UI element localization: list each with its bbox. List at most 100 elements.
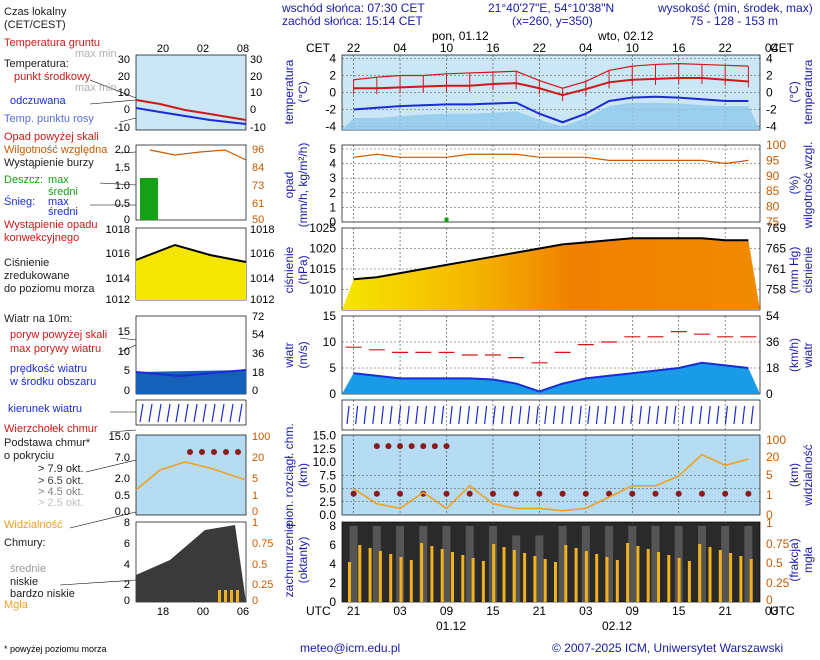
wind-arrow	[398, 405, 402, 425]
leg-cl-low: niskie	[10, 576, 38, 588]
wind-arrow	[355, 405, 359, 425]
leg-temp-tick-r: 20	[250, 71, 262, 83]
base-tick: 7.5	[319, 468, 336, 482]
leg-vis-tick-r: 1	[252, 490, 258, 502]
wind-arrow	[492, 405, 496, 425]
leg-temp-panel	[135, 54, 247, 131]
leg-wind-arrow	[157, 403, 162, 423]
text-labels: 4 42 20 0-2 -2-4 -454321010095908580751025102…	[4, 6, 815, 655]
precip-tick: 1	[329, 200, 336, 214]
cloud-top-dot	[420, 443, 427, 450]
base-tick: 15.0	[313, 429, 337, 443]
fog-bar	[440, 549, 444, 602]
utc-right: UTC	[770, 604, 795, 618]
base-tick: 0.0	[319, 508, 336, 522]
precip-tick: 4	[329, 157, 336, 171]
leg-vis-tick-r: 20	[252, 452, 264, 464]
leg-vis-tick-r: 5	[252, 473, 258, 485]
leg-cov-tick-l: 8	[124, 517, 130, 529]
cloud-base-dot	[722, 490, 729, 497]
fog-bar	[358, 545, 362, 602]
fog-bar	[646, 549, 650, 602]
footer-copyright: © 2007-2025 ICM, Uniwersytet Warszawski	[552, 641, 783, 655]
leg-wind-arrow	[193, 403, 198, 423]
wind-arrow	[656, 405, 660, 425]
leg-wind-dir: kierunek wiatru	[8, 403, 82, 415]
cloud-top-dot	[397, 443, 404, 450]
cover-panel	[341, 521, 761, 603]
fog-bar	[420, 543, 424, 602]
dew-area	[342, 102, 760, 130]
leg-hum-tick-r: 73	[252, 180, 264, 192]
temp-feel-line	[353, 95, 749, 124]
leg-wind-arrow	[211, 403, 216, 423]
wind-arrow	[484, 405, 488, 425]
fog-bar	[718, 550, 722, 602]
wind-arrow	[458, 405, 462, 425]
cover-bar	[372, 526, 381, 602]
leg-max-min2: max min	[75, 82, 117, 94]
leg-wind-tick-l: 0	[124, 385, 130, 397]
leg-wind2-tick-r: 36	[252, 348, 264, 360]
leg-wind-arrow	[175, 403, 180, 423]
temp-axis-unit: (°C)	[296, 81, 310, 102]
cover-bar	[558, 526, 567, 602]
wind-arrow	[518, 405, 522, 425]
leg-snow: Śnieg:	[4, 195, 35, 208]
temp-mid-line	[353, 77, 749, 97]
leg-prec-tick-l: 1.5	[115, 162, 130, 174]
cloud-base-dot	[466, 490, 473, 497]
wind-axis-label-r: wiatr	[801, 342, 815, 368]
base-tick: 12.5	[313, 442, 337, 456]
wind-tick: 10	[323, 335, 337, 349]
fog-bar	[409, 560, 413, 602]
cover-bar	[442, 526, 451, 602]
leg-cloud-base2: o pokryciu	[4, 450, 54, 462]
leg-snow-max: max	[48, 196, 69, 208]
cloud-top-dot	[443, 443, 450, 450]
leg-top-tick: 20	[157, 43, 169, 55]
fog-bar	[533, 556, 537, 602]
top-tick: 04	[765, 41, 779, 55]
wind-arrow	[716, 405, 720, 425]
fog-bar	[729, 553, 733, 602]
bottom-tick: 03	[579, 604, 593, 618]
fog-bar	[399, 557, 403, 602]
leg-base-tick-l: 7.0	[115, 452, 130, 464]
press-tick-mm: 758	[766, 283, 786, 297]
cover-bar	[605, 526, 614, 602]
leg-gust-over: poryw powyżej skali	[10, 329, 107, 341]
cover-axis-label: zachmurzenie	[282, 522, 296, 597]
leg-soil: Temperatura gruntu	[4, 37, 100, 49]
leg-okt65: > 6.5 okt.	[38, 475, 84, 487]
bottom-tick: 21	[533, 604, 547, 618]
footer-email: meteo@icm.edu.pl	[300, 641, 400, 655]
press-tick: 1020	[309, 242, 336, 256]
leg-vis-tick-r: 100	[252, 431, 270, 443]
wind-arrow	[664, 405, 668, 425]
wind-arrow	[707, 405, 711, 425]
wind-arrow	[613, 405, 617, 425]
fog-bar	[564, 545, 568, 602]
day1-bottom: 01.12	[436, 619, 466, 633]
cet-left: CET	[306, 41, 331, 55]
leg-bottom-tick: 18	[157, 606, 169, 618]
cloud-base-dot	[606, 490, 613, 497]
cloud-base-dot	[582, 490, 589, 497]
fog-bar	[749, 559, 753, 602]
leg-temp-tick-r: 10	[250, 87, 262, 99]
wind-arrow	[750, 405, 754, 425]
leg-prec-tick-l: 2.0	[115, 144, 130, 156]
leg-cloud-top: Wierzchołek chmur	[4, 423, 98, 435]
rain-bar	[444, 217, 449, 222]
leg-fog-bar	[218, 590, 221, 602]
bottom-tick: 21	[347, 604, 361, 618]
leg-press-tick-r: 1018	[250, 224, 274, 236]
leg-bottom-tick: 00	[197, 606, 209, 618]
leg-hum-tick-r: 61	[252, 198, 264, 210]
leg-cov-tick-l: 6	[124, 538, 130, 550]
leg-wind-arrow	[220, 403, 225, 423]
vis-tick: 0	[766, 508, 773, 522]
sunrise-text: wschód słońca: 07:30 CET	[282, 1, 425, 15]
fog-bar	[502, 547, 506, 602]
